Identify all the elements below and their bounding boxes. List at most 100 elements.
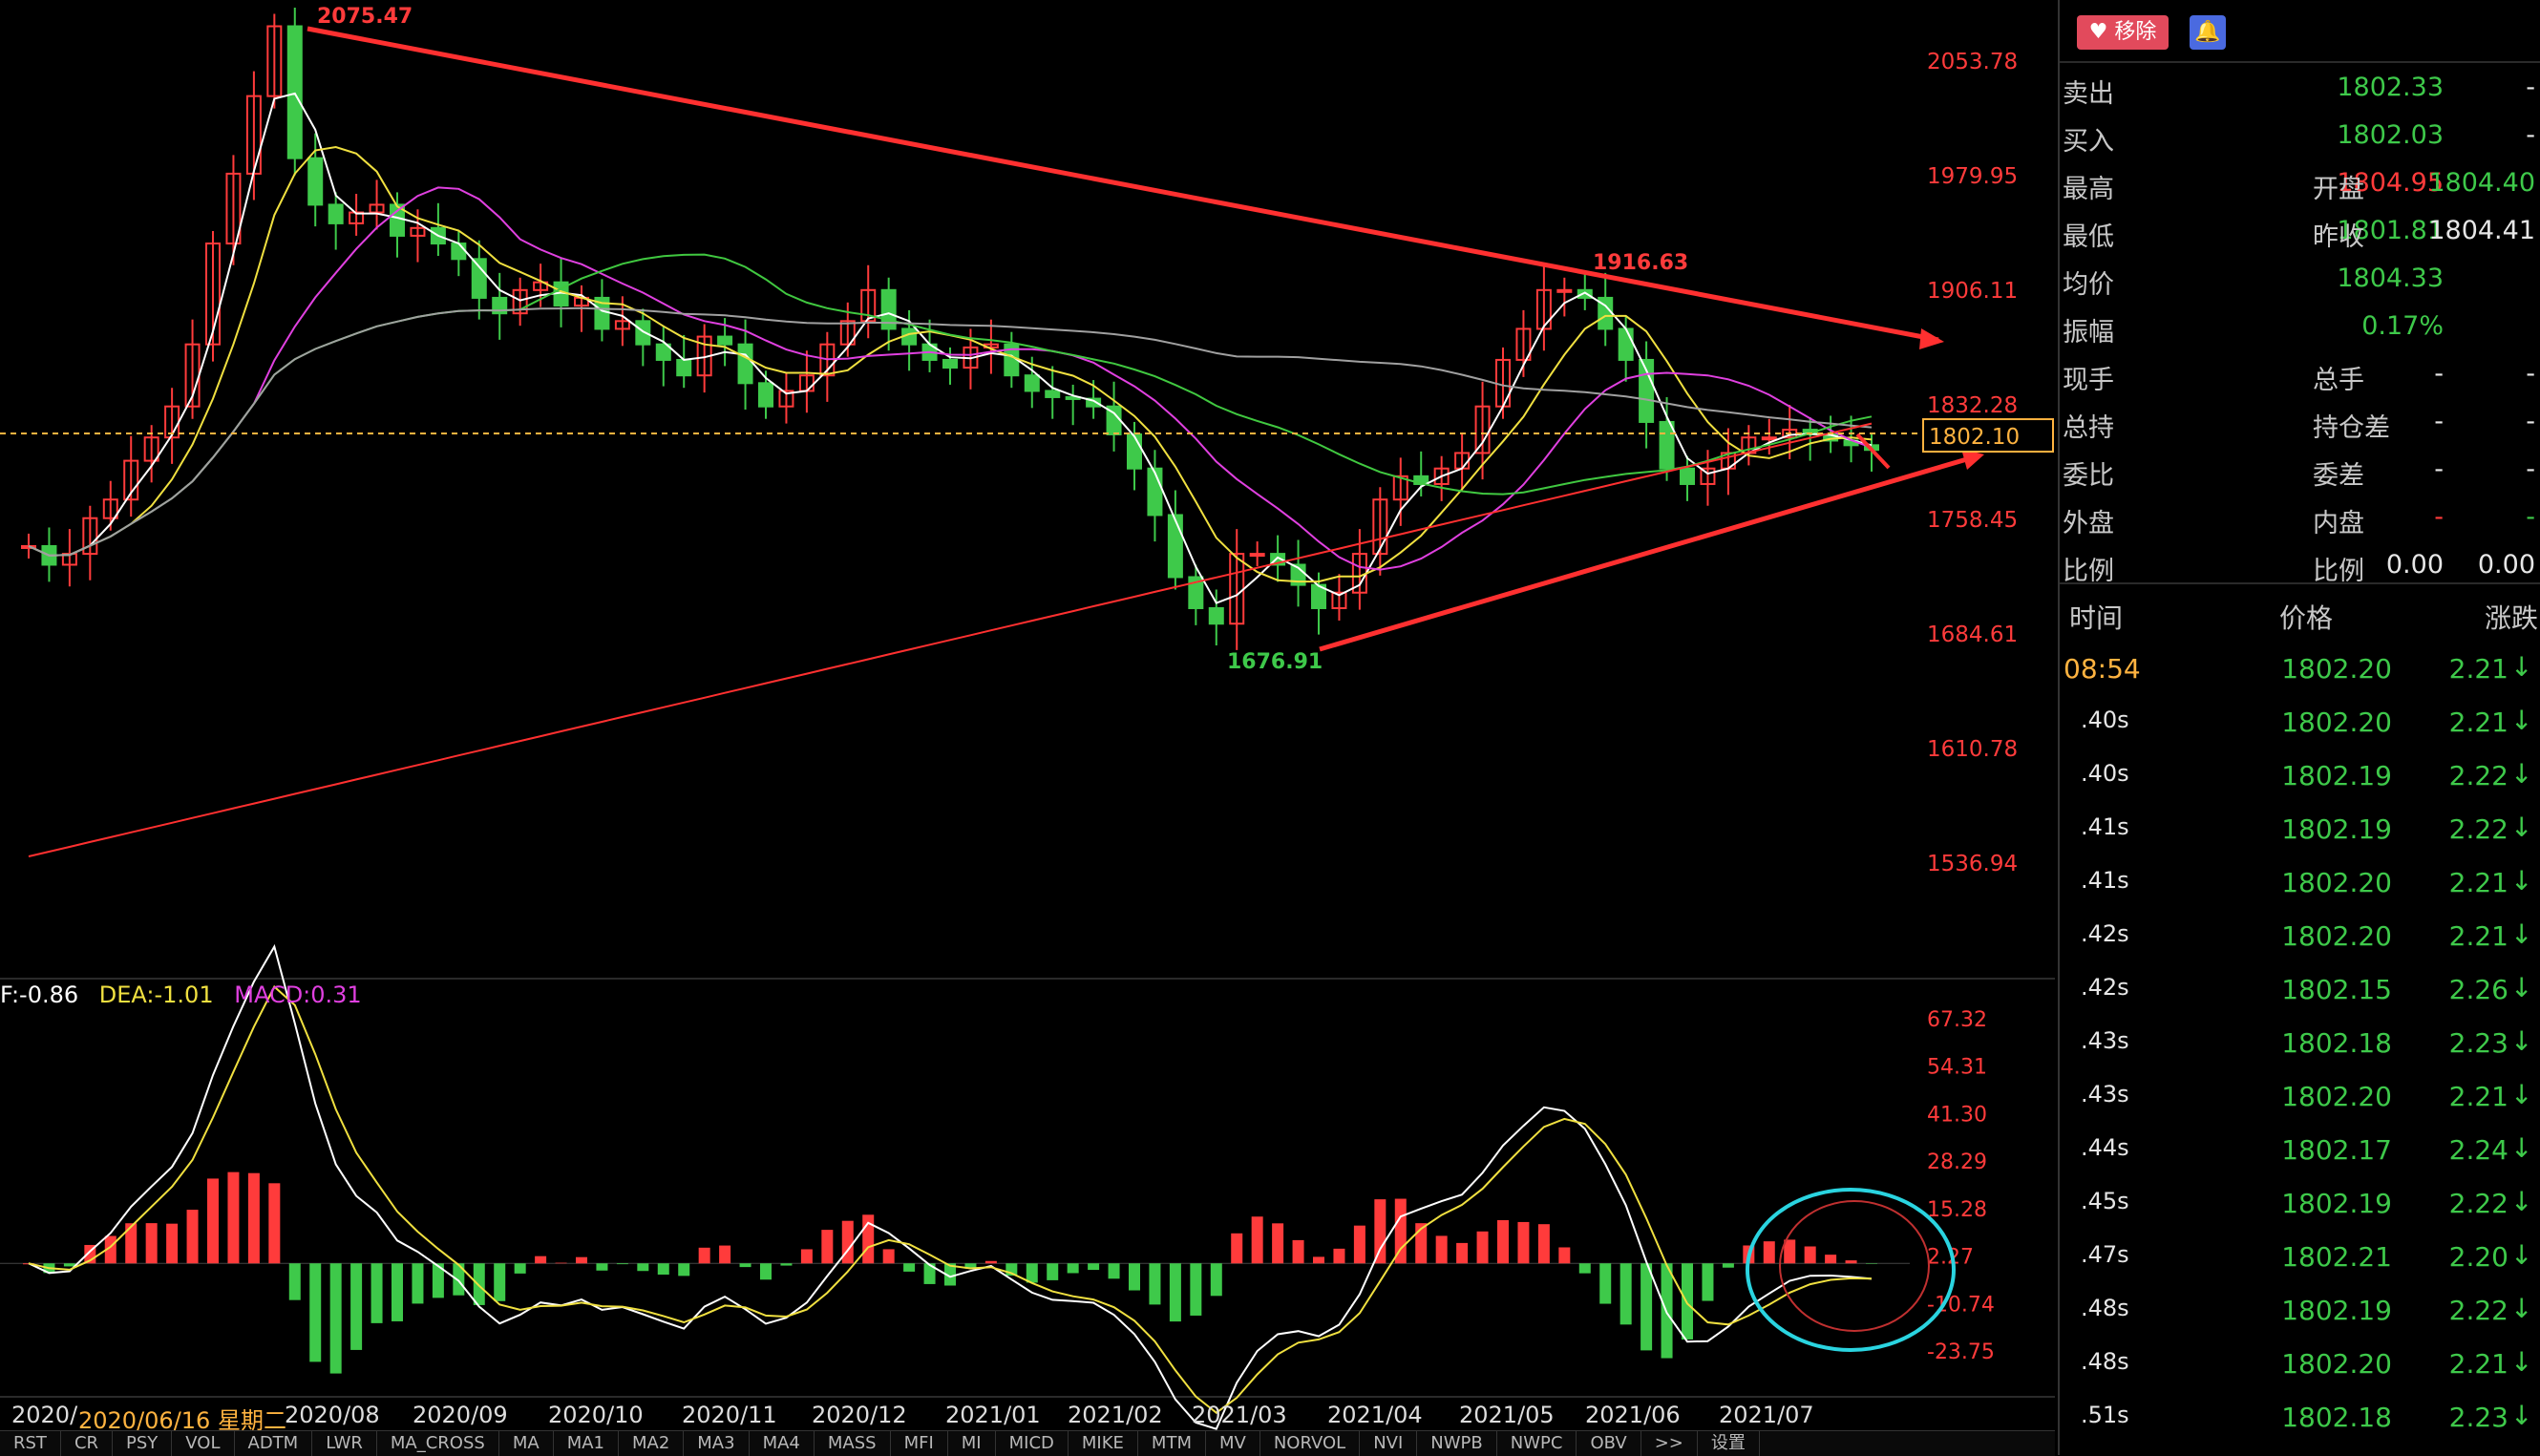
macd-histogram-bar: [1231, 1234, 1242, 1263]
macd-histogram-bar: [801, 1249, 813, 1263]
arrow-down-icon: ↓: [2510, 651, 2532, 683]
macd-histogram-bar: [207, 1178, 219, 1263]
indicator-tab[interactable]: MV: [1206, 1431, 1260, 1456]
indicator-tab[interactable]: VOL: [172, 1431, 234, 1456]
macd-histogram-bar: [658, 1263, 669, 1275]
candle-body: [677, 360, 690, 375]
indicator-tab[interactable]: >>: [1641, 1431, 1698, 1456]
candle-body: [473, 259, 486, 298]
quote-label: 最低: [2063, 216, 2114, 253]
quote-value-2: -: [2346, 359, 2535, 389]
macd-dif-line: [29, 947, 1872, 1429]
indicator-tab[interactable]: PSY: [113, 1431, 172, 1456]
indicator-tab[interactable]: OBV: [1577, 1431, 1640, 1456]
macd-histogram-bar: [1293, 1240, 1304, 1263]
current-price-label: 1802.10: [1929, 425, 2020, 450]
candle-body: [1046, 390, 1059, 397]
ticks-header-change: 涨跌: [2485, 598, 2538, 636]
quote-value: 1804.33: [2193, 264, 2444, 293]
indicator-tab[interactable]: MA_CROSS: [377, 1431, 499, 1456]
macd-histogram-bar: [1211, 1263, 1222, 1296]
indicator-tab[interactable]: NWPB: [1417, 1431, 1496, 1456]
date-axis-label: 2021/04: [1327, 1402, 1423, 1428]
date-axis-label: 2021/02: [1068, 1402, 1163, 1428]
macd-histogram-bar: [1374, 1199, 1386, 1263]
macd-histogram-bar: [1497, 1220, 1509, 1263]
tick-change: 2.23: [2442, 1402, 2508, 1433]
macd-histogram-bar: [780, 1263, 792, 1265]
tick-price: 1802.18: [2249, 1027, 2392, 1059]
indicator-tab[interactable]: NVI: [1360, 1431, 1417, 1456]
macd-histogram-bar: [1190, 1263, 1201, 1316]
macd-histogram-bar: [289, 1263, 301, 1299]
date-axis-label: 2020/10: [548, 1402, 644, 1428]
macd-histogram-bar: [617, 1263, 628, 1264]
indicator-tab[interactable]: LWR: [312, 1431, 377, 1456]
indicator-tab[interactable]: MTM: [1138, 1431, 1206, 1456]
quote-value-2: 1804.41: [2346, 216, 2535, 245]
indicator-tab[interactable]: MA3: [684, 1431, 749, 1456]
quote-label: 外盘: [2063, 502, 2114, 539]
indicator-tab[interactable]: ADTM: [235, 1431, 313, 1456]
candle-body: [1661, 422, 1674, 469]
date-axis-label: 2020/: [11, 1402, 77, 1428]
indicator-tab[interactable]: MFI: [891, 1431, 948, 1456]
tick-price: 1802.20: [2249, 1081, 2392, 1112]
tick-change: 2.21: [2442, 920, 2508, 952]
macd-axis-label: 41.30: [1927, 1103, 1987, 1127]
indicator-tab[interactable]: MA2: [619, 1431, 684, 1456]
candle-body: [1557, 290, 1571, 292]
indicator-tab[interactable]: MA1: [554, 1431, 619, 1456]
macd-histogram-bar: [309, 1263, 321, 1361]
macd-histogram-bar: [637, 1263, 648, 1271]
macd-axis-label: 15.28: [1927, 1198, 1987, 1222]
macd-histogram-bar: [1129, 1263, 1140, 1290]
trendline-arrowhead: [1919, 328, 1944, 349]
indicator-tab[interactable]: CR: [61, 1431, 113, 1456]
macd-value-label: MACD:0.31: [234, 981, 361, 1008]
arrow-down-icon: ↓: [2510, 812, 2532, 843]
indicator-tab[interactable]: 设置: [1698, 1431, 1760, 1456]
indicator-tab[interactable]: MA4: [750, 1431, 815, 1456]
macd-histogram-bar: [1723, 1263, 1734, 1267]
candle-body: [308, 158, 322, 205]
highlight-circle-inner: [1780, 1201, 1929, 1331]
price-axis-label: 1536.94: [1927, 852, 2018, 876]
bell-icon[interactable]: 🔔: [2190, 15, 2226, 50]
tick-time: .48s: [2081, 1295, 2129, 1321]
indicator-tab[interactable]: MA: [499, 1431, 554, 1456]
kline-chart[interactable]: 2053.781979.951906.111832.281758.451684.…: [0, 0, 2055, 1430]
indicator-tab[interactable]: MIKE: [1069, 1431, 1138, 1456]
indicator-tab[interactable]: MASS: [815, 1431, 891, 1456]
indicator-tab[interactable]: MI: [948, 1431, 996, 1456]
tick-time: .45s: [2081, 1188, 2129, 1214]
tick-change: 2.22: [2442, 1295, 2508, 1326]
tick-change: 2.21: [2442, 867, 2508, 898]
price-annotation: 1916.63: [1593, 251, 1688, 275]
indicator-tab[interactable]: MICD: [996, 1431, 1069, 1456]
candle-body: [1210, 608, 1223, 623]
ticks-header: 时间 价格 涨跌: [2060, 584, 2540, 638]
macd-histogram-bar: [1354, 1226, 1365, 1264]
macd-dif-label: F:-0.86: [0, 981, 78, 1008]
quote-value-2: -: [2346, 407, 2535, 436]
indicator-tab[interactable]: RST: [0, 1431, 61, 1456]
remove-button[interactable]: ♥ 移除: [2077, 15, 2169, 50]
macd-histogram-bar: [903, 1263, 915, 1272]
tick-price: 1802.21: [2249, 1241, 2392, 1273]
arrow-down-icon: ↓: [2510, 1400, 2532, 1431]
indicator-tab[interactable]: NWPC: [1497, 1431, 1577, 1456]
indicator-tab[interactable]: NORVOL: [1260, 1431, 1360, 1456]
candle-body: [1251, 554, 1264, 556]
price-axis-label: 1832.28: [1927, 393, 2018, 418]
